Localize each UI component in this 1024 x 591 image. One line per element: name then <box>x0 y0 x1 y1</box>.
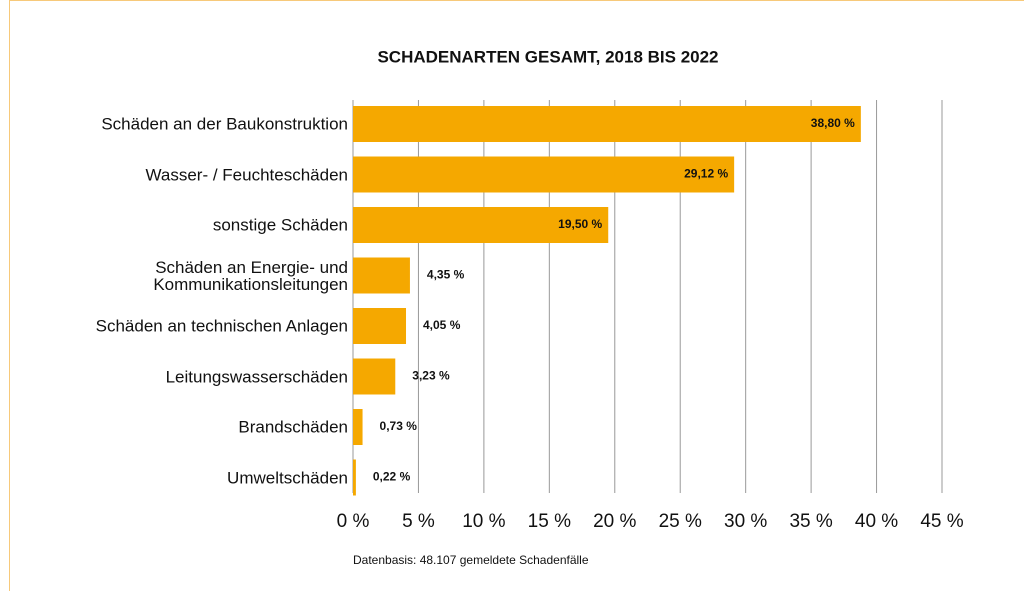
x-tick-label: 25 % <box>659 511 702 532</box>
category-label: Leitungswasserschäden <box>165 367 348 386</box>
category-label: Umweltschäden <box>227 468 348 487</box>
bar <box>353 308 407 344</box>
value-label: 38,80 % <box>811 116 855 130</box>
bar <box>353 156 735 193</box>
value-label: 3,23 % <box>412 369 450 383</box>
x-tick-label: 35 % <box>789 511 832 532</box>
value-label: 0,22 % <box>373 470 411 484</box>
value-label: 0,73 % <box>380 419 418 433</box>
chart-title: SCHADENARTEN GESAMT, 2018 BIS 2022 <box>377 47 718 66</box>
value-label: 4,05 % <box>423 318 461 332</box>
category-label: Schäden an technischen Anlagen <box>95 316 348 336</box>
category-label: sonstige Schäden <box>212 215 348 235</box>
category-label: Wasser- / Feuchteschäden <box>145 165 348 184</box>
value-label: 19,50 % <box>558 217 602 231</box>
bar <box>353 459 356 496</box>
value-label: 4,35 % <box>427 268 465 282</box>
x-tick-label: 0 % <box>337 511 370 532</box>
x-tick-label: 30 % <box>724 511 767 532</box>
frame <box>9 0 1024 591</box>
bar <box>353 409 363 445</box>
bar <box>353 257 410 294</box>
x-tick-label: 45 % <box>920 511 963 532</box>
note: Datenbasis: 48.107 gemeldete Schadenfäll… <box>353 553 589 567</box>
x-tick-label: 40 % <box>855 511 898 532</box>
x-tick-label: 5 % <box>402 511 435 532</box>
x-tick-label: 15 % <box>528 511 571 532</box>
bar <box>353 207 609 243</box>
x-tick-label: 20 % <box>593 511 636 532</box>
bar <box>353 106 861 142</box>
category-label: Schäden an der Baukonstruktion <box>101 114 348 134</box>
value-label: 29,12 % <box>684 167 728 181</box>
bar <box>353 358 396 395</box>
x-tick-label: 10 % <box>462 511 505 532</box>
category-label: Schäden an Energie- und Kommunikationsle… <box>153 257 348 294</box>
category-label: Brandschäden <box>238 417 348 437</box>
